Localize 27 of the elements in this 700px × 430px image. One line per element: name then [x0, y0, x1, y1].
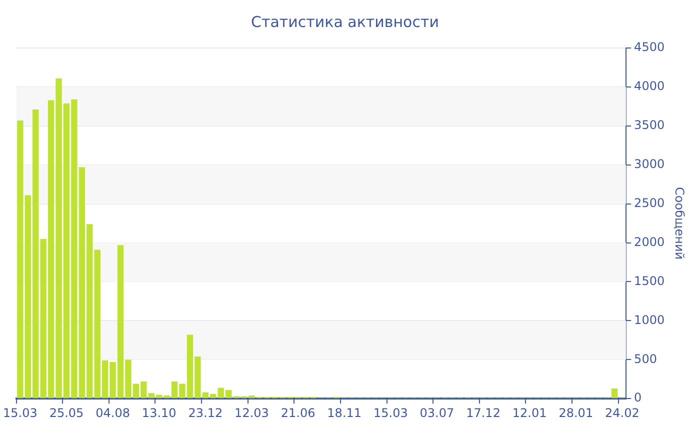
y-tick-label: 500: [634, 352, 657, 366]
y-tick-label: 0: [634, 390, 642, 405]
x-tick-label: 12.01: [512, 406, 547, 420]
x-tick-label: 18.11: [327, 406, 362, 420]
x-tick-label: 12.03: [234, 406, 269, 420]
y-tick-label: 1500: [634, 274, 665, 288]
y-axis-title: Сообщений: [672, 187, 687, 260]
x-tick-label: 03.07: [420, 406, 454, 420]
y-tick-label: 2000: [634, 234, 665, 249]
y-tick-label: 1000: [634, 312, 665, 327]
x-tick-label: 13.10: [142, 406, 176, 420]
x-tick-label: 21.06: [280, 406, 316, 420]
x-tick-label: 25.05: [49, 406, 84, 420]
chart-title: Статистика активности: [251, 12, 439, 31]
x-tick-label: 04.08: [96, 406, 130, 420]
y-tick-label: 4500: [634, 40, 665, 54]
bar: [611, 388, 618, 398]
x-tick-label: 17.12: [466, 406, 500, 420]
y-tick-label: 2500: [634, 196, 665, 210]
x-tick-label: 23.12: [188, 406, 223, 420]
x-tick-label: 15.03: [373, 406, 408, 420]
x-tick-label: 28.01: [558, 406, 594, 420]
y-tick-label: 4000: [634, 79, 665, 94]
x-tick-label: 24.02: [605, 406, 640, 420]
x-tick-label: 15.03: [2, 406, 38, 420]
y-tick-label: 3500: [634, 118, 665, 132]
y-tick-label: 3000: [634, 156, 665, 171]
